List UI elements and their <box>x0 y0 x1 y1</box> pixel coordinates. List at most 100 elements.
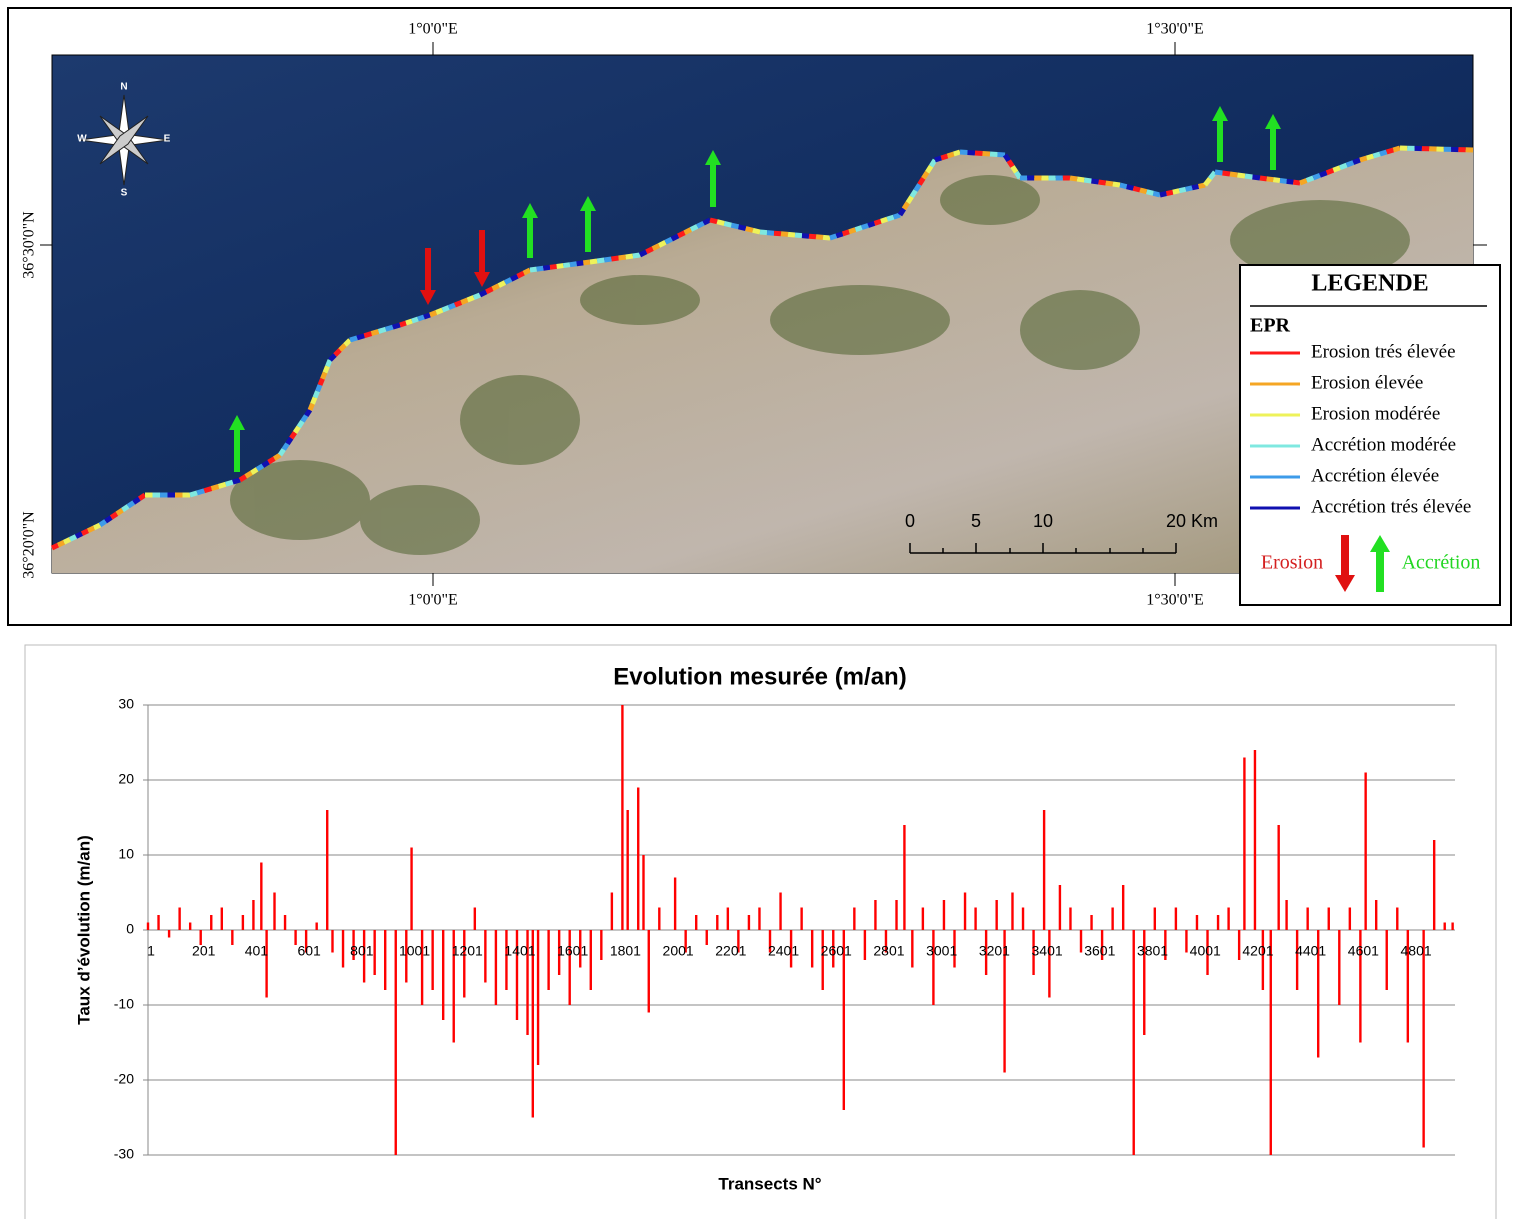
bar <box>1238 930 1240 960</box>
coast-segment <box>461 300 467 303</box>
x-tick-label: 3201 <box>979 943 1010 959</box>
coast-segment <box>1320 173 1327 176</box>
x-tick-label: 201 <box>192 943 216 959</box>
coast-segment <box>310 404 313 410</box>
bar <box>995 900 997 930</box>
coast-segment <box>849 230 855 232</box>
coast-segment <box>371 331 378 333</box>
bar <box>1451 923 1453 931</box>
bar <box>716 915 718 930</box>
coast-segment <box>583 262 590 263</box>
coast-segment <box>1327 170 1334 173</box>
bar <box>294 930 296 945</box>
figure: N S E W 1°0'0"E 1°30'0"E 1°0'0"E 1°30'0"… <box>0 0 1519 1219</box>
coast-segment <box>291 433 295 439</box>
bar <box>1433 840 1435 930</box>
coast-segment <box>1245 176 1253 177</box>
bar <box>648 930 650 1013</box>
coast-segment <box>908 197 912 203</box>
coast-segment <box>685 230 691 233</box>
coast-segment <box>1133 188 1140 190</box>
coast-segment <box>468 298 474 301</box>
x-tick-label: 4201 <box>1242 943 1273 959</box>
coast-segment <box>1215 172 1223 173</box>
scale-label: 0 <box>905 511 915 531</box>
coast-segment <box>855 228 861 230</box>
coast-segment <box>931 160 935 166</box>
y-tick-label: 0 <box>126 921 134 937</box>
x-tick-label: 1801 <box>610 943 641 959</box>
x-tick-label: 4601 <box>1348 943 1379 959</box>
coast-segment <box>1160 194 1166 195</box>
coast-segment <box>139 495 145 499</box>
coast-segment <box>505 279 511 282</box>
coast-segment <box>590 261 597 262</box>
coast-segment <box>1173 191 1179 192</box>
coast-segment <box>251 469 257 473</box>
coast-segment <box>1353 160 1360 163</box>
coast-segment <box>739 227 746 229</box>
coast-segment <box>537 268 544 269</box>
x-tick-label: 3601 <box>1084 943 1115 959</box>
x-tick-label: 4001 <box>1190 943 1221 959</box>
coast-segment <box>1367 156 1374 158</box>
coast-segment <box>1106 183 1113 184</box>
bar <box>864 930 866 960</box>
bar <box>895 900 897 930</box>
bar <box>260 863 262 931</box>
bar <box>1059 885 1061 930</box>
coast-segment <box>364 334 371 336</box>
coast-segment <box>597 260 604 261</box>
coast-segment <box>280 449 284 455</box>
x-tick-label: 4401 <box>1295 943 1326 959</box>
legend-label: Erosion élevée <box>1311 372 1423 393</box>
bar <box>1262 930 1264 990</box>
coast-segment <box>704 220 710 223</box>
coast-segment <box>418 317 424 319</box>
bar <box>221 908 223 931</box>
coast-segment <box>303 416 307 422</box>
coast-segment <box>626 256 633 257</box>
y-tick-label: 20 <box>118 771 134 787</box>
compass-s: S <box>121 188 128 199</box>
coast-segment <box>1238 175 1246 176</box>
chart-frame <box>25 645 1496 1219</box>
bar <box>1122 885 1124 930</box>
bar <box>1043 810 1045 930</box>
coast-segment <box>960 152 968 153</box>
bar <box>395 930 397 1155</box>
bar <box>178 908 180 931</box>
bar <box>748 915 750 930</box>
coast-segment <box>1333 168 1340 171</box>
coast-segment <box>480 292 486 295</box>
coast-segment <box>330 355 335 360</box>
bar <box>315 923 317 931</box>
coast-segment <box>94 525 100 528</box>
coast-segment <box>257 466 263 470</box>
coast-segment <box>710 220 717 222</box>
coast-segment <box>1393 148 1400 150</box>
bar <box>568 930 570 1005</box>
coast-segment <box>357 336 364 338</box>
bar <box>1306 908 1308 931</box>
scale-label: 20 Km <box>1166 511 1218 531</box>
bar <box>637 788 639 931</box>
bar <box>284 915 286 930</box>
x-tick-label: 2801 <box>873 943 904 959</box>
compass-n: N <box>120 82 127 93</box>
coast-segment <box>724 223 731 225</box>
lon-label: 1°0'0"E <box>408 21 458 38</box>
coast-segment <box>998 155 1006 156</box>
coast-segment <box>1380 152 1387 154</box>
coast-segment <box>393 325 400 327</box>
coast-segment <box>646 249 652 252</box>
coast-segment <box>1273 180 1280 181</box>
x-tick-label: 2601 <box>821 943 852 959</box>
coast-segment <box>604 259 611 260</box>
bar <box>943 900 945 930</box>
coast-segment <box>881 219 887 221</box>
bar <box>932 930 934 1005</box>
coast-segment <box>306 410 310 416</box>
coast-segment <box>123 506 129 510</box>
bar <box>658 908 660 931</box>
